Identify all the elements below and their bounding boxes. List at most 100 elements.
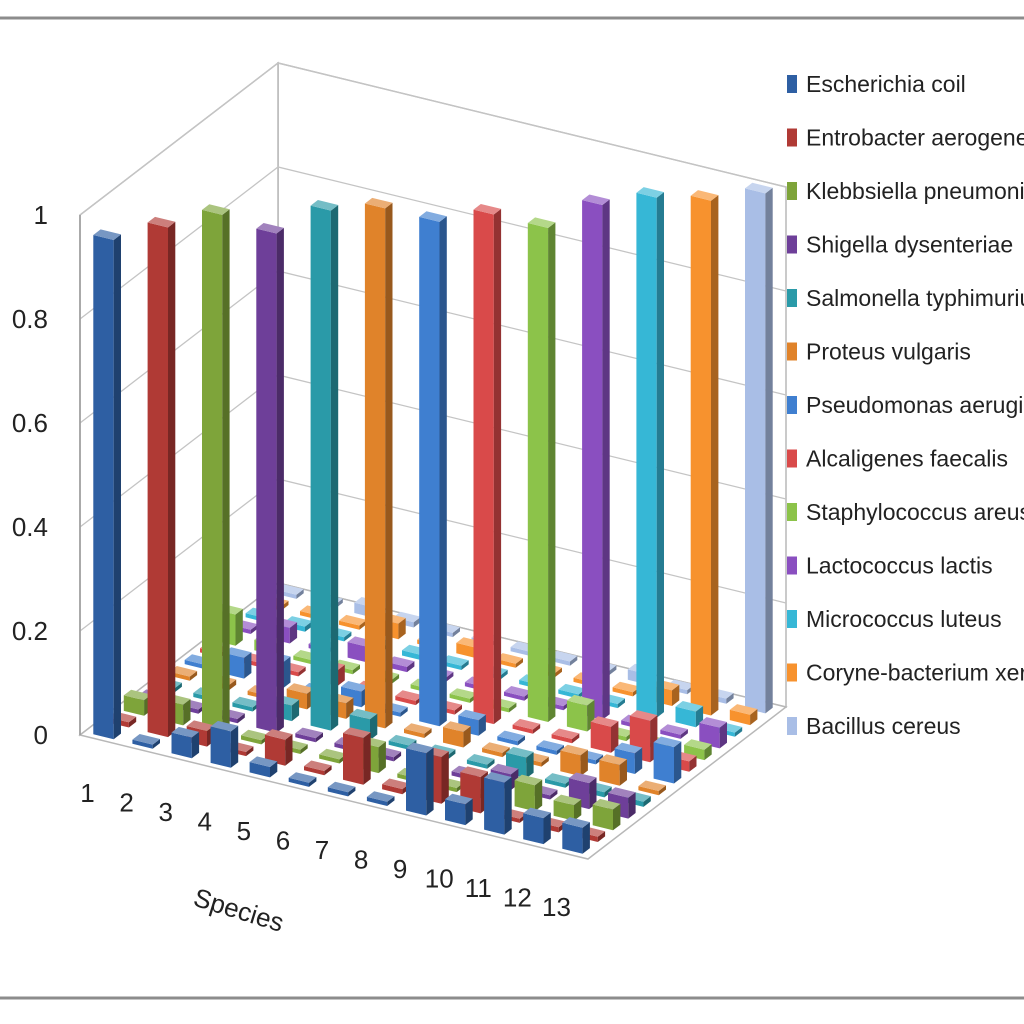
- bar-side-face: [765, 187, 773, 714]
- bar: [202, 204, 230, 735]
- y-tick-label: 1: [34, 200, 48, 230]
- bar-front-face: [123, 695, 145, 716]
- bar-side-face: [548, 222, 556, 722]
- bar-top-face: [304, 760, 332, 771]
- bar-side-face: [174, 682, 182, 693]
- bar-top-face: [364, 197, 393, 209]
- legend-label: Micrococcus luteus: [806, 606, 1002, 632]
- bar-front-face: [536, 745, 557, 755]
- bar-side-face: [611, 721, 619, 753]
- bar-side-face: [348, 786, 356, 797]
- bar-side-face: [250, 624, 258, 634]
- bar-front-face: [466, 759, 488, 769]
- bar-top-face: [341, 681, 369, 692]
- bar-top-face: [551, 728, 580, 739]
- x-tick-label: 1: [80, 778, 94, 808]
- bar-side-face: [246, 746, 254, 757]
- bar-front-face: [590, 721, 611, 753]
- bar-front-face: [699, 722, 720, 749]
- bar-side-face: [276, 227, 284, 733]
- legend-swatch: [787, 235, 797, 254]
- bar-front-face: [729, 709, 751, 726]
- bar-side-face: [572, 733, 580, 744]
- bar: [729, 704, 758, 726]
- bar-front-face: [473, 209, 494, 725]
- bar-side-face: [413, 616, 421, 628]
- legend-swatch: [787, 289, 797, 307]
- legend-swatch: [787, 128, 797, 147]
- bar: [527, 217, 556, 722]
- bar-top-face: [339, 614, 367, 626]
- bar-front-face: [551, 734, 572, 744]
- bar-side-face: [595, 754, 604, 765]
- bar-top-face: [147, 216, 176, 228]
- bar: [339, 614, 367, 630]
- bar: [599, 754, 627, 786]
- y-tick-label: 0.2: [12, 616, 48, 646]
- bar-side-face: [344, 631, 352, 642]
- bar-top-face: [729, 704, 758, 715]
- bar: [473, 204, 502, 725]
- bar-front-face: [310, 205, 331, 731]
- bar-front-face: [523, 813, 544, 845]
- bar-top-face: [608, 787, 636, 798]
- legend-item: Salmonella typhimurium: [787, 285, 1024, 311]
- bar-front-face: [636, 192, 657, 718]
- bar-top-face: [249, 756, 278, 767]
- bar-side-face: [589, 777, 597, 810]
- bar-front-face: [560, 750, 581, 777]
- x-tick-label: 8: [354, 845, 368, 875]
- bar-side-face: [515, 658, 523, 668]
- bar-side-face: [674, 741, 682, 784]
- legend-label: Salmonella typhimurium: [806, 285, 1024, 311]
- legend-swatch: [787, 556, 797, 575]
- bar-top-face: [527, 217, 556, 228]
- bar-top-face: [132, 734, 160, 745]
- bar-front-face: [690, 195, 711, 716]
- legend-label: Proteus vulgaris: [806, 339, 971, 365]
- bar-top-face: [690, 190, 719, 201]
- bar-side-face: [168, 221, 176, 738]
- bar-top-face: [590, 716, 619, 727]
- bar-side-face: [461, 660, 469, 670]
- bar-front-face: [512, 724, 533, 734]
- bar-top-face: [232, 696, 260, 708]
- legend-item: Klebbsiella pneumoniae: [787, 178, 1024, 204]
- bar-front-face: [592, 804, 613, 831]
- bar: [147, 216, 176, 738]
- legend-item: Proteus vulgaris: [787, 339, 971, 365]
- bar-side-face: [191, 731, 200, 759]
- bar: [171, 726, 200, 759]
- bar: [132, 734, 160, 749]
- bar-front-face: [249, 762, 270, 778]
- x-tick-label: 11: [465, 873, 492, 903]
- bar-side-face: [643, 796, 651, 807]
- bar-side-face: [554, 667, 562, 678]
- bar-top-face: [343, 727, 371, 738]
- bar-side-face: [452, 627, 460, 638]
- bar-front-face: [675, 706, 696, 728]
- bar-side-face: [541, 756, 549, 767]
- x-tick-label: 4: [198, 806, 212, 836]
- x-tick-label: 7: [315, 835, 329, 865]
- bar-side-face: [113, 234, 121, 740]
- bar-top-face: [504, 686, 532, 697]
- bar: [562, 817, 590, 854]
- bar-top-face: [393, 611, 421, 623]
- bar-side-face: [517, 735, 525, 746]
- bar-top-face: [223, 647, 252, 658]
- bar: [482, 742, 510, 758]
- bar-side-face: [407, 661, 415, 673]
- bar-side-face: [400, 707, 408, 717]
- bar: [512, 718, 541, 734]
- legend-label: Bacillus cereus: [806, 713, 961, 739]
- bar: [514, 774, 543, 812]
- bar-top-face: [319, 748, 347, 760]
- bar: [445, 793, 473, 826]
- bar-side-face: [387, 796, 395, 806]
- bar-side-face: [426, 747, 434, 816]
- bar-top-face: [560, 744, 588, 756]
- bar: [443, 721, 471, 748]
- bar-top-face: [638, 780, 666, 791]
- bar-top-face: [441, 655, 469, 666]
